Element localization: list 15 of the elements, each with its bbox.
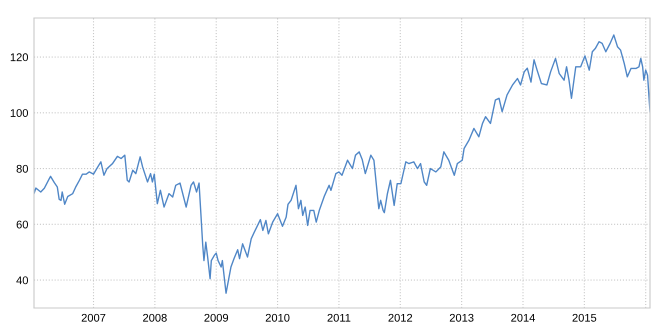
y-tick-label: 120 [10, 53, 28, 62]
x-tick-label: 2010 [266, 314, 290, 322]
x-tick-label: 2011 [328, 314, 350, 322]
x-tick-label: 2007 [82, 314, 106, 322]
y-tick-label: 60 [16, 220, 28, 228]
x-tick-label: 2014 [511, 314, 536, 322]
x-tick-label: 2012 [388, 314, 412, 322]
x-tick-label: 2009 [204, 314, 228, 322]
y-tick-label: 100 [10, 109, 28, 117]
line-series [34, 34, 650, 294]
x-tick-label: 2015 [572, 314, 596, 322]
x-tick-label: 2008 [143, 314, 167, 322]
y-tick-label: 40 [16, 276, 28, 284]
x-tick-label: 2013 [450, 314, 474, 322]
y-tick-label: 80 [16, 164, 28, 173]
